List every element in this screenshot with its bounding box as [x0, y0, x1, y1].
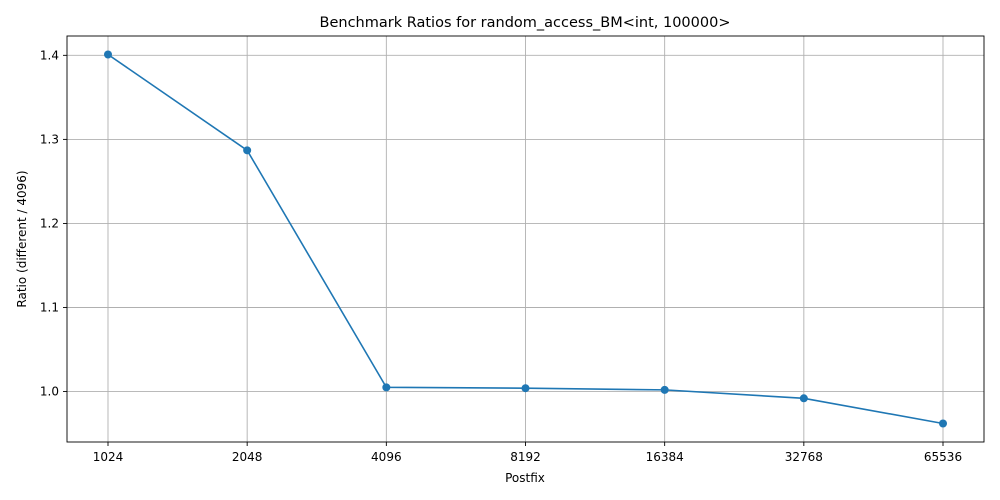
x-tick-label: 8192 [510, 450, 541, 464]
x-tick-label: 4096 [371, 450, 402, 464]
chart-title: Benchmark Ratios for random_access_BM<in… [320, 15, 731, 31]
y-tick-label: 1.1 [40, 301, 59, 315]
y-axis-label: Ratio (different / 4096) [15, 170, 29, 307]
data-point-4096 [382, 383, 391, 392]
x-tick-label: 1024 [93, 450, 124, 464]
y-tick-label: 1.0 [40, 385, 59, 399]
x-tick-label: 32768 [785, 450, 823, 464]
y-tick-label: 1.2 [40, 216, 59, 230]
data-point-1024 [104, 50, 112, 59]
x-tick-label: 65536 [924, 450, 962, 464]
data-point-2048 [243, 146, 252, 155]
x-tick-label: 2048 [232, 450, 263, 464]
x-axis-label: Postfix [505, 471, 545, 485]
grid-layer [67, 36, 984, 442]
data-point-65536 [939, 419, 947, 428]
plot-frame [66, 35, 985, 443]
series-layer [104, 50, 947, 428]
data-point-16384 [660, 385, 669, 394]
x-tick-label: 16384 [646, 450, 684, 464]
data-point-8192 [521, 384, 530, 393]
data-point-32768 [799, 394, 808, 403]
y-tick-label: 1.3 [40, 132, 59, 146]
tick-layer: 1024 2048 4096 8192 16384 32768 65536 1.0 1.1 1.2… [40, 48, 962, 464]
y-tick-label: 1.4 [40, 48, 59, 62]
